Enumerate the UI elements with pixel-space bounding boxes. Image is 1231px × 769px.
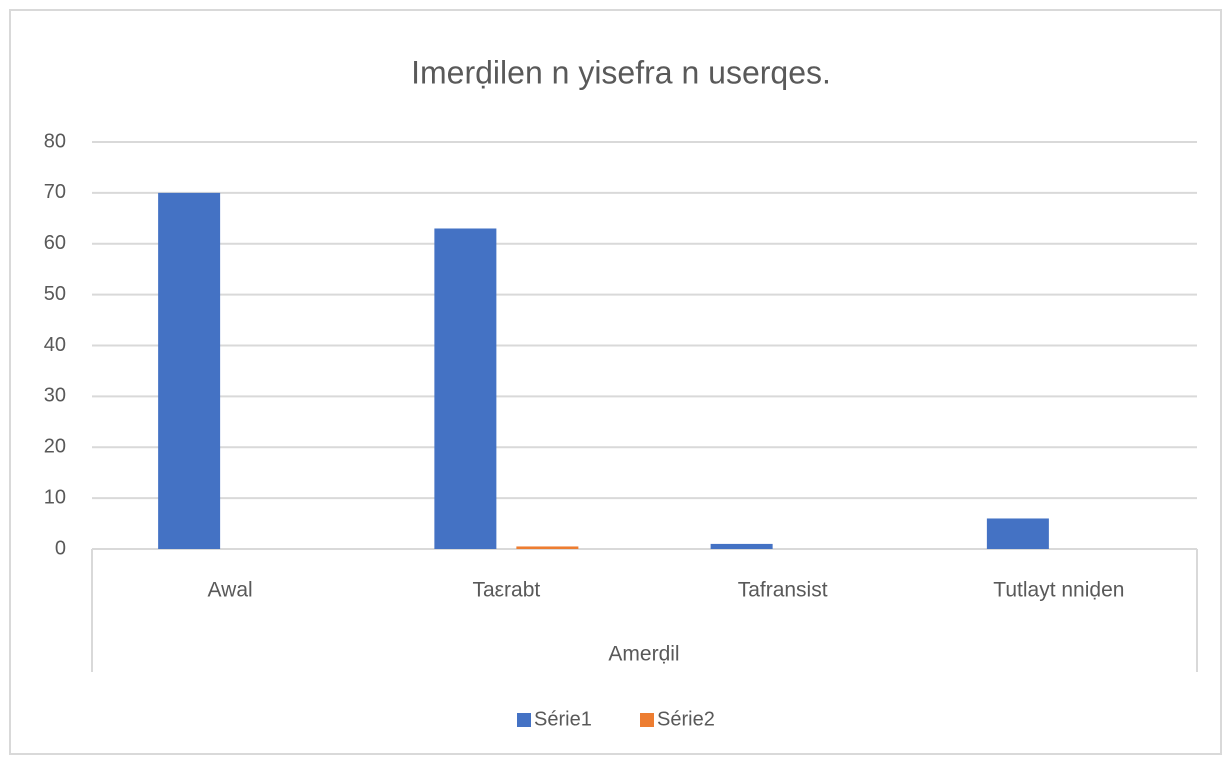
y-tick-label: 0 [55, 537, 66, 559]
y-tick-label: 10 [44, 486, 66, 508]
y-tick-label: 50 [44, 283, 66, 305]
x-tick-label: Awal [208, 579, 253, 602]
x-axis-label: Amerḍil [608, 643, 679, 666]
x-tick-label: Tafransist [738, 579, 828, 602]
legend-label: Série1 [534, 708, 592, 730]
y-tick-label: 80 [44, 130, 66, 152]
bar [434, 228, 497, 550]
y-tick-label: 40 [44, 334, 66, 356]
bar [710, 543, 773, 549]
bar [158, 192, 221, 549]
y-tick-label: 20 [44, 436, 66, 458]
y-tick-label: 70 [44, 181, 66, 203]
bar [986, 518, 1049, 549]
y-tick-label: 30 [44, 385, 66, 407]
legend-label: Série2 [657, 708, 715, 730]
x-tick-label: Taεrabt [473, 579, 541, 602]
y-tick-label: 60 [44, 232, 66, 254]
legend-swatch [640, 713, 654, 727]
x-tick-label: Tutlayt nniḍen [993, 579, 1124, 602]
chart-title: Imerḍilen n yisefra n userqes. [411, 54, 831, 90]
legend-swatch [517, 713, 531, 727]
bar [516, 546, 579, 549]
